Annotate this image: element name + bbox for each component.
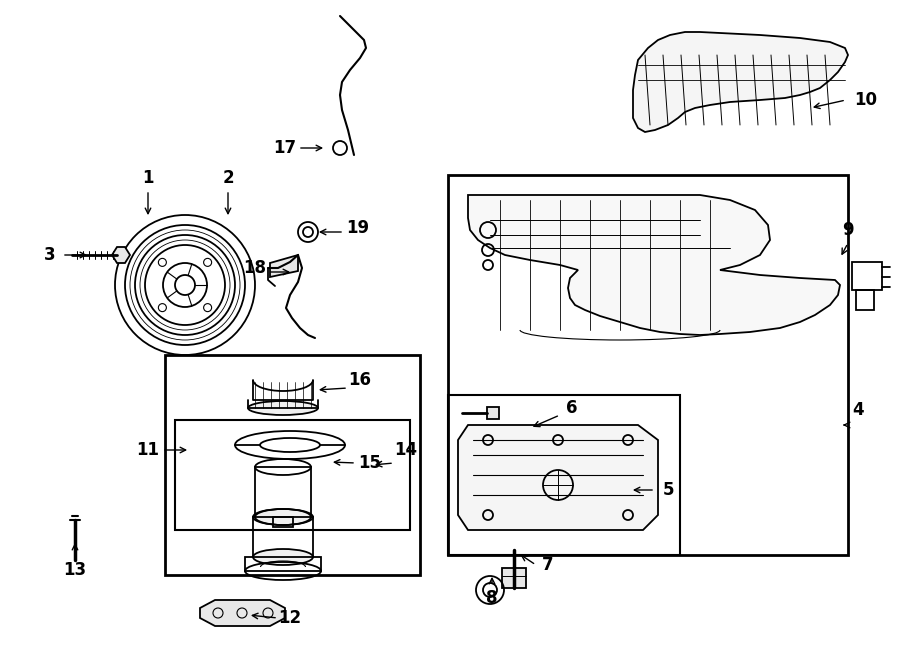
Bar [245, 557, 321, 571]
Ellipse shape [248, 401, 318, 415]
Text: 13: 13 [63, 561, 86, 579]
Bar [448, 175, 848, 555]
Text: 8: 8 [486, 589, 498, 607]
Ellipse shape [253, 549, 313, 565]
Bar [487, 407, 499, 419]
Ellipse shape [255, 509, 311, 525]
Bar [502, 568, 526, 588]
Text: 18: 18 [244, 259, 266, 277]
Text: 6: 6 [566, 399, 578, 417]
Text: 14: 14 [394, 441, 418, 459]
Polygon shape [200, 600, 285, 626]
Text: 2: 2 [222, 169, 234, 187]
Text: 15: 15 [358, 454, 382, 472]
Polygon shape [112, 247, 130, 263]
Bar [255, 467, 311, 517]
Bar [852, 262, 882, 290]
Polygon shape [468, 195, 840, 335]
Bar [273, 517, 293, 527]
Text: 3: 3 [44, 246, 56, 264]
Polygon shape [270, 255, 298, 277]
Text: 7: 7 [542, 556, 554, 574]
Text: 10: 10 [854, 91, 877, 109]
Bar [448, 395, 680, 555]
Text: 17: 17 [274, 139, 297, 157]
Text: 4: 4 [852, 401, 864, 419]
Bar [253, 517, 313, 557]
Text: 11: 11 [137, 441, 159, 459]
Text: 16: 16 [348, 371, 372, 389]
Polygon shape [633, 32, 848, 132]
Bar [856, 290, 874, 310]
Polygon shape [458, 425, 658, 530]
Text: 9: 9 [842, 221, 854, 239]
Bar [175, 420, 410, 530]
Text: 12: 12 [278, 609, 302, 627]
Text: 5: 5 [662, 481, 674, 499]
Text: 19: 19 [346, 219, 370, 237]
Bar [165, 355, 420, 575]
Text: 1: 1 [142, 169, 154, 187]
